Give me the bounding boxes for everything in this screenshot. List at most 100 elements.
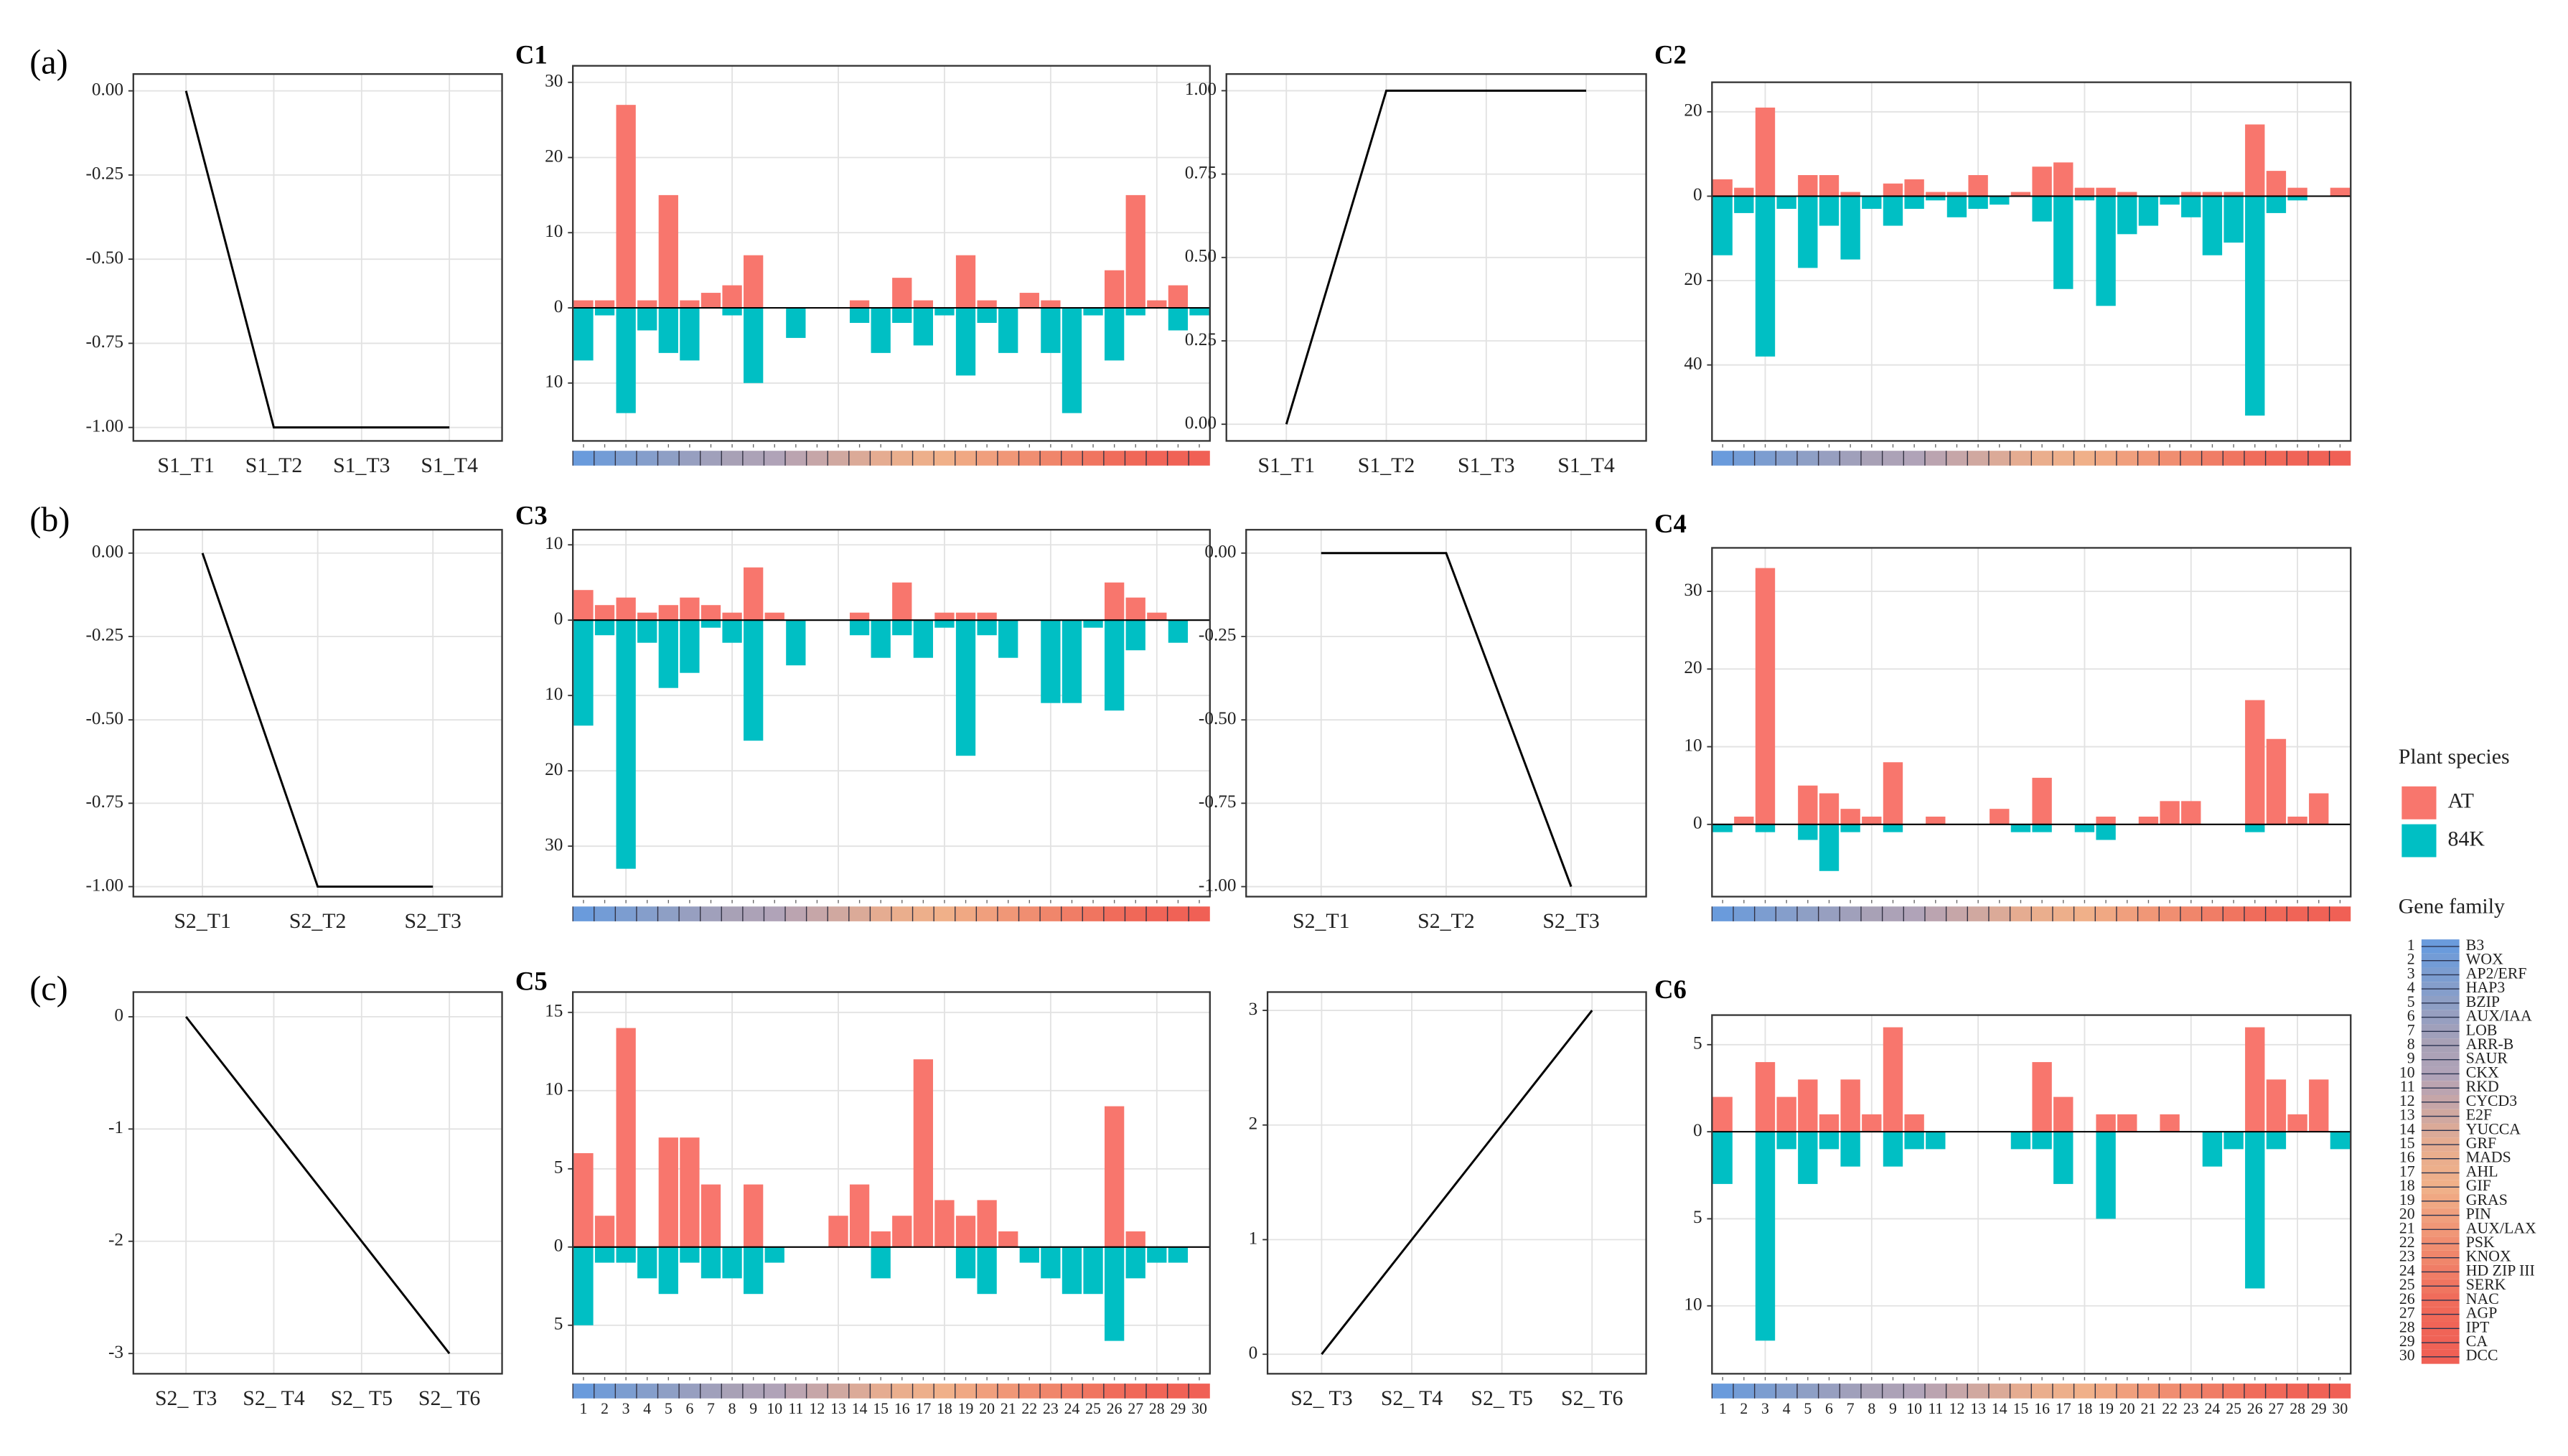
bar [1798, 174, 1818, 197]
family-strip [594, 1384, 616, 1399]
bar [955, 308, 976, 376]
legend-label: AT [2448, 789, 2474, 813]
bar [1147, 1246, 1167, 1263]
bar [700, 1184, 721, 1247]
y-tick-label: -0.50 [85, 709, 123, 728]
bar [1062, 620, 1082, 703]
family-strip [573, 1384, 594, 1399]
family-strip [1946, 451, 1968, 466]
family-strip [2180, 1384, 2202, 1399]
gene-family-number: 15 [2399, 1135, 2415, 1152]
family-strip [1840, 906, 1861, 921]
family-strip [806, 451, 828, 466]
bar [1104, 270, 1125, 309]
family-strip [2159, 451, 2180, 466]
bar [828, 1216, 848, 1247]
x-tick-label: S2_T2 [289, 909, 346, 933]
bar [1819, 793, 1840, 825]
family-strip [2052, 451, 2074, 466]
family-strip [1776, 1384, 1797, 1399]
bar [934, 1200, 955, 1247]
x-tick-label: 29 [1171, 1400, 1186, 1417]
family-strip [700, 906, 722, 921]
family-strip [2180, 906, 2202, 921]
family-strip [1860, 906, 1883, 921]
family-strip [2052, 1384, 2074, 1399]
family-strip [2073, 906, 2096, 921]
bar [1946, 196, 1967, 217]
bar [849, 620, 870, 636]
family-strip [1882, 1384, 1904, 1399]
family-strip [1189, 451, 1210, 466]
bar [2032, 824, 2052, 832]
family-strip [934, 451, 955, 466]
family-strip [1946, 1384, 1968, 1399]
family-strip [976, 1384, 998, 1399]
bar [1926, 192, 1946, 197]
x-tick-label: 3 [1761, 1400, 1769, 1417]
x-tick-label: S1_T4 [1557, 454, 1615, 477]
x-tick-label: 19 [958, 1400, 974, 1417]
trend-line [184, 90, 450, 429]
family-strip [806, 1384, 828, 1399]
y-tick-label: 0.00 [1204, 543, 1236, 562]
gene-family-number: 23 [2399, 1248, 2415, 1265]
family-strip [2223, 906, 2244, 921]
plot-frame [132, 529, 503, 898]
family-strip [615, 906, 637, 921]
bar [934, 612, 955, 621]
bar [1041, 300, 1061, 309]
bar [2223, 192, 2244, 197]
gene-family-number: 11 [2400, 1078, 2415, 1095]
bar [616, 620, 636, 869]
family-strip [1818, 451, 1840, 466]
bar [573, 1246, 594, 1325]
family-strip [1082, 1384, 1104, 1399]
bar [1946, 192, 1967, 197]
bar [2160, 196, 2180, 205]
bar [2266, 196, 2287, 213]
bar [2287, 1114, 2307, 1132]
y-tick-label: 40 [1684, 354, 1702, 373]
bar [658, 605, 678, 621]
bar [594, 605, 615, 621]
chart-title: C6 [1654, 974, 1687, 1004]
gene-family-number: 3 [2407, 964, 2415, 982]
gene-family-name: LOB [2466, 1021, 2498, 1038]
gene-family-name: HAP3 [2466, 979, 2506, 996]
bar [849, 1184, 870, 1247]
bar [934, 308, 955, 316]
bar [680, 1246, 700, 1263]
family-strip [2265, 1384, 2287, 1399]
plot-frame [1711, 1014, 2352, 1375]
gene-family-number: 7 [2407, 1021, 2415, 1038]
bar [616, 597, 636, 621]
y-tick-label: 0.25 [1185, 330, 1217, 349]
gene-family-number: 12 [2399, 1092, 2415, 1109]
plot-frame [1225, 73, 1647, 442]
family-strip [2287, 1384, 2308, 1399]
x-tick-label: 26 [1107, 1400, 1123, 1417]
gene-family-number: 29 [2399, 1333, 2415, 1350]
gene-family-name: GIF [2466, 1177, 2491, 1194]
plot-frame [572, 65, 1211, 442]
bar [2032, 196, 2052, 222]
y-tick-label: 20 [1684, 270, 1702, 289]
gene-family-name: SAUR [2466, 1050, 2508, 1067]
bar [2181, 196, 2201, 217]
family-strip [1018, 1384, 1041, 1399]
bar [1019, 1246, 1039, 1263]
bar [616, 308, 636, 413]
bar [1083, 308, 1103, 316]
family-strip [573, 906, 594, 921]
family-strip [1903, 1384, 1925, 1399]
bar [1883, 762, 1903, 825]
bar [2309, 1079, 2329, 1132]
bar [1883, 824, 1903, 832]
gene-family-name: AGP [2466, 1305, 2498, 1322]
x-tick-label: S1_T3 [333, 454, 390, 477]
bar [1147, 612, 1167, 621]
family-strip [1882, 906, 1904, 921]
x-tick-label: 26 [2247, 1400, 2263, 1417]
x-tick-label: 18 [937, 1400, 952, 1417]
